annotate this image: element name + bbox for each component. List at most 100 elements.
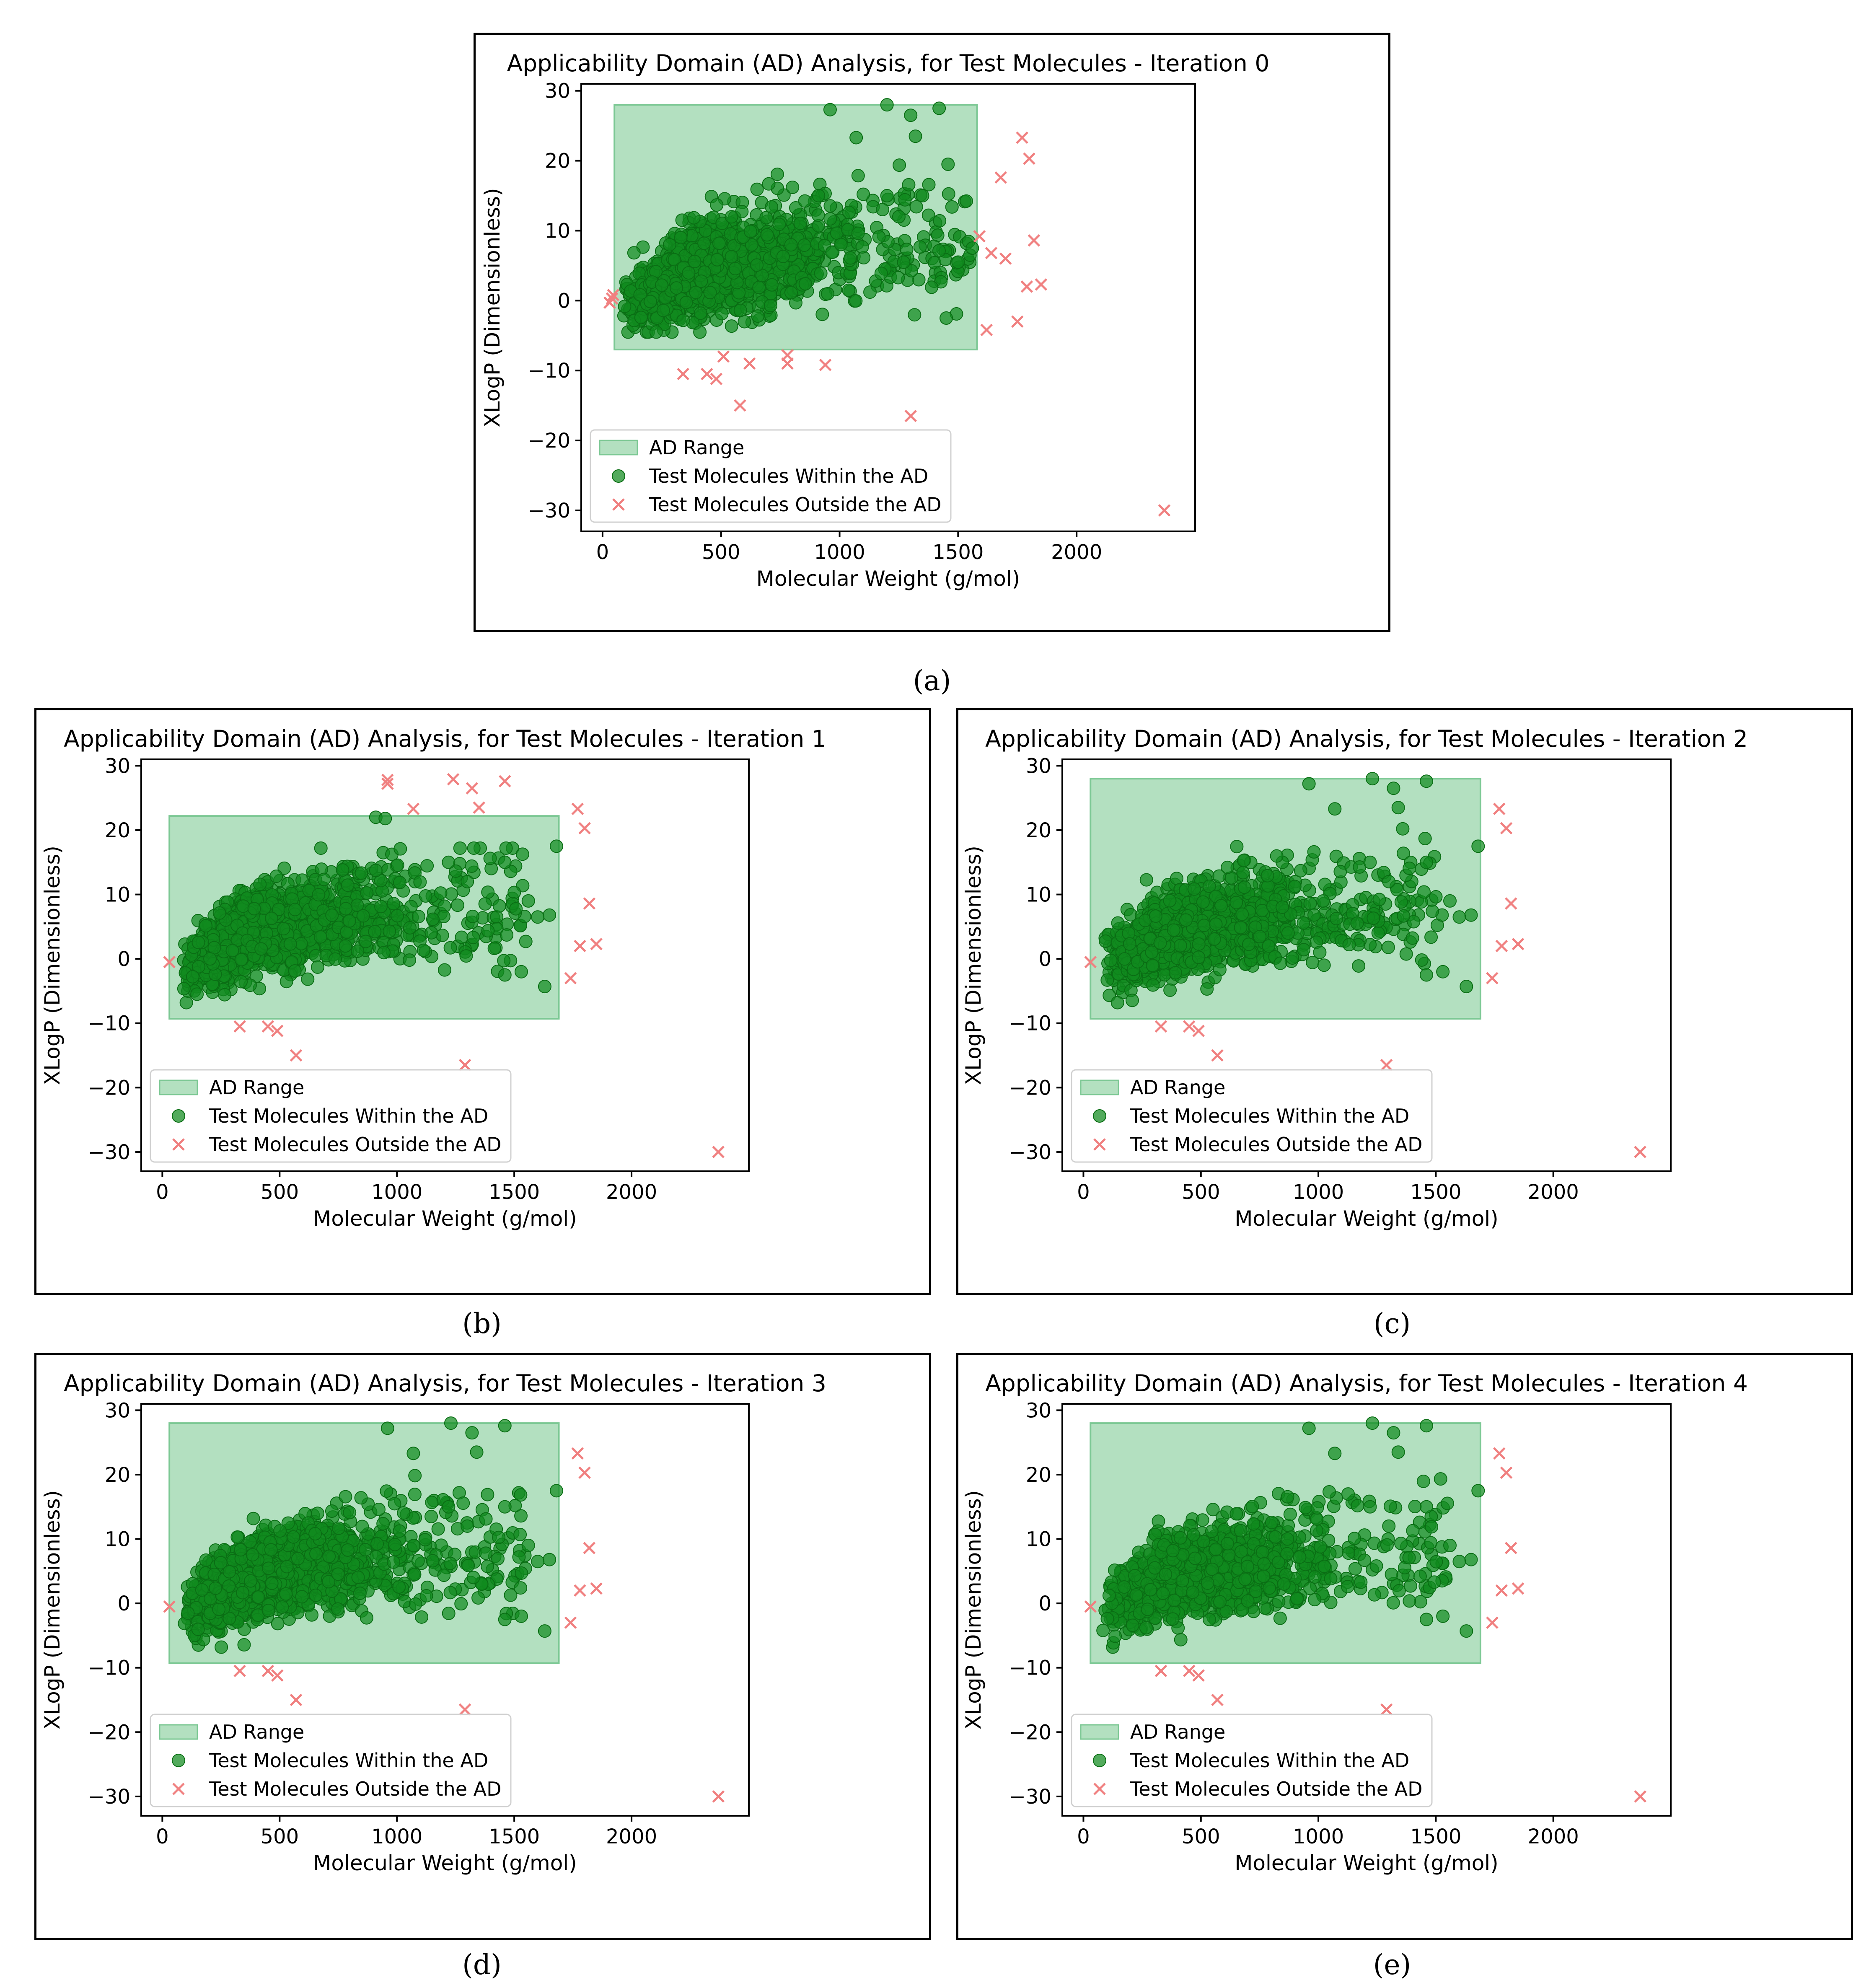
point-within-ad — [694, 274, 708, 288]
chart-panel-a: Applicability Domain (AD) Analysis, for … — [474, 33, 1390, 632]
point-within-ad — [1104, 953, 1118, 967]
point-within-ad — [412, 910, 425, 924]
point-within-ad — [1118, 952, 1131, 966]
x-tick-label: 500 — [260, 1180, 299, 1204]
point-within-ad — [466, 909, 479, 923]
point-within-ad — [443, 941, 457, 955]
point-within-ad — [1253, 930, 1267, 944]
point-within-ad — [932, 101, 946, 115]
point-within-ad — [1419, 855, 1433, 869]
point-outside-ad — [1211, 1049, 1224, 1062]
point-within-ad — [1234, 921, 1248, 934]
point-within-ad — [1213, 963, 1227, 976]
point-within-ad — [1110, 996, 1124, 1010]
plot-frame — [1061, 758, 1672, 1172]
point-within-ad — [728, 262, 742, 276]
point-within-ad — [283, 937, 297, 951]
legend-label: AD Range — [1130, 1076, 1225, 1099]
point-outside-ad — [271, 1025, 284, 1037]
point-within-ad — [1123, 937, 1136, 951]
point-within-ad — [941, 157, 955, 171]
legend-label: Test Molecules Outside the AD — [209, 1133, 502, 1156]
point-within-ad — [386, 897, 400, 911]
point-within-ad — [236, 899, 250, 913]
point-outside-ad — [163, 956, 176, 968]
point-within-ad — [908, 308, 921, 322]
point-within-ad — [500, 928, 514, 942]
point-within-ad — [272, 903, 286, 916]
point-within-ad — [1242, 937, 1256, 951]
point-within-ad — [759, 211, 773, 225]
point-within-ad — [378, 812, 392, 826]
point-within-ad — [815, 308, 829, 321]
point-within-ad — [738, 315, 751, 329]
point-within-ad — [192, 935, 205, 949]
point-within-ad — [481, 885, 495, 899]
x-tick-label: 1500 — [489, 1180, 540, 1204]
point-within-ad — [904, 264, 918, 278]
point-outside-ad — [564, 972, 577, 984]
point-within-ad — [1397, 909, 1411, 923]
point-within-ad — [649, 325, 663, 339]
point-within-ad — [1471, 839, 1485, 853]
point-outside-ad — [466, 782, 479, 795]
point-outside-ad — [607, 289, 620, 301]
point-within-ad — [745, 238, 758, 252]
legend-box — [590, 429, 952, 523]
point-outside-ad — [1158, 504, 1171, 517]
point-within-ad — [531, 910, 545, 924]
point-within-ad — [797, 238, 811, 252]
point-within-ad — [922, 178, 936, 192]
point-within-ad — [1273, 956, 1287, 970]
point-outside-ad — [1084, 956, 1097, 968]
point-within-ad — [490, 910, 504, 924]
point-outside-ad — [381, 777, 394, 790]
point-within-ad — [715, 216, 729, 230]
point-within-ad — [1352, 959, 1366, 973]
point-within-ad — [509, 902, 523, 916]
point-within-ad — [1372, 893, 1386, 906]
y-tick-label: −10 — [528, 359, 570, 383]
point-within-ad — [798, 194, 812, 208]
point-within-ad — [703, 286, 717, 300]
point-within-ad — [798, 277, 812, 291]
point-within-ad — [1207, 932, 1221, 946]
point-within-ad — [1153, 936, 1167, 950]
point-within-ad — [712, 236, 726, 250]
point-outside-ad — [498, 775, 511, 787]
point-within-ad — [424, 926, 438, 940]
plot-frame — [580, 83, 1196, 532]
point-within-ad — [842, 205, 856, 219]
point-outside-ad — [710, 373, 723, 385]
point-within-ad — [1394, 895, 1408, 909]
y-axis-label: XLogP (Dimensionless) — [40, 846, 65, 1085]
point-within-ad — [1168, 966, 1182, 980]
legend-label: Test Molecules Outside the AD — [1130, 1133, 1423, 1156]
point-within-ad — [277, 922, 290, 936]
point-within-ad — [1407, 915, 1421, 929]
legend-box — [1071, 1069, 1433, 1163]
y-tick-label: 10 — [105, 883, 130, 907]
point-within-ad — [212, 906, 226, 920]
y-axis-label: XLogP (Dimensionless) — [480, 188, 505, 427]
point-within-ad — [880, 98, 894, 112]
y-tick-label: 10 — [1026, 883, 1051, 907]
point-within-ad — [670, 281, 683, 295]
point-within-ad — [793, 217, 807, 230]
point-within-ad — [689, 285, 703, 299]
point-within-ad — [942, 187, 955, 201]
point-within-ad — [1286, 951, 1299, 965]
point-within-ad — [1145, 945, 1159, 959]
point-within-ad — [1212, 869, 1226, 883]
point-within-ad — [849, 294, 863, 308]
y-tick-label: 30 — [1026, 754, 1051, 778]
point-within-ad — [393, 842, 407, 856]
point-within-ad — [328, 952, 342, 966]
point-within-ad — [507, 885, 521, 899]
point-within-ad — [492, 899, 506, 913]
y-tick-label: −10 — [1009, 1012, 1051, 1035]
point-outside-ad — [1634, 1146, 1646, 1158]
point-within-ad — [1399, 947, 1413, 961]
point-within-ad — [234, 975, 248, 989]
point-within-ad — [710, 198, 724, 212]
